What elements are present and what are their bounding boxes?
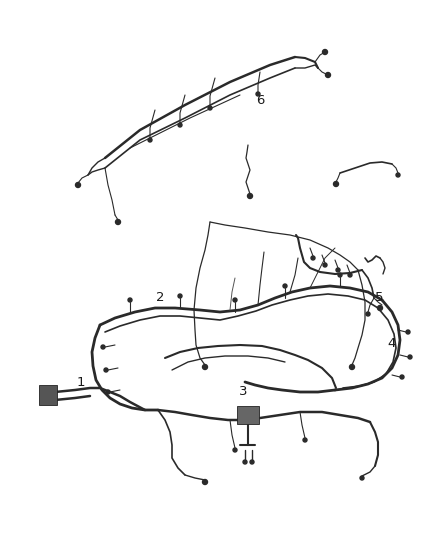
Bar xyxy=(237,406,259,424)
Circle shape xyxy=(247,193,252,198)
Circle shape xyxy=(106,390,110,394)
Circle shape xyxy=(366,312,370,316)
Circle shape xyxy=(250,460,254,464)
Circle shape xyxy=(148,138,152,142)
Circle shape xyxy=(333,182,339,187)
Text: 1: 1 xyxy=(77,376,85,389)
Circle shape xyxy=(178,123,182,127)
Circle shape xyxy=(256,92,260,96)
Circle shape xyxy=(338,273,342,277)
Text: 2: 2 xyxy=(156,291,164,304)
Circle shape xyxy=(408,355,412,359)
Circle shape xyxy=(311,256,315,260)
Circle shape xyxy=(202,480,208,484)
Circle shape xyxy=(360,476,364,480)
Text: 4: 4 xyxy=(388,337,396,350)
Circle shape xyxy=(283,284,287,288)
Circle shape xyxy=(104,368,108,372)
Circle shape xyxy=(323,263,327,267)
Bar xyxy=(39,385,57,405)
Text: 5: 5 xyxy=(374,291,383,304)
Circle shape xyxy=(406,330,410,334)
Circle shape xyxy=(116,220,120,224)
Circle shape xyxy=(233,298,237,302)
Circle shape xyxy=(348,273,352,277)
Circle shape xyxy=(336,268,340,272)
Circle shape xyxy=(101,345,105,349)
Text: 3: 3 xyxy=(239,385,247,398)
Circle shape xyxy=(325,72,331,77)
Circle shape xyxy=(322,50,328,54)
Circle shape xyxy=(208,106,212,110)
Circle shape xyxy=(378,305,382,311)
Circle shape xyxy=(202,365,208,369)
Text: 6: 6 xyxy=(256,94,265,107)
Circle shape xyxy=(243,460,247,464)
Circle shape xyxy=(178,294,182,298)
Circle shape xyxy=(350,365,354,369)
Circle shape xyxy=(75,182,81,188)
Circle shape xyxy=(233,448,237,452)
Circle shape xyxy=(396,173,400,177)
Circle shape xyxy=(128,298,132,302)
Circle shape xyxy=(400,375,404,379)
Circle shape xyxy=(303,438,307,442)
